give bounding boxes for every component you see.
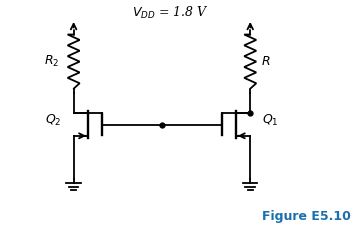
Text: $Q_1$: $Q_1$ (262, 113, 278, 128)
Text: $R$: $R$ (261, 55, 270, 68)
Text: Figure E5.10: Figure E5.10 (262, 210, 351, 223)
Text: $R_2$: $R_2$ (44, 54, 59, 69)
Text: $Q_2$: $Q_2$ (46, 113, 62, 128)
Text: $V_{DD}$ = 1.8 V: $V_{DD}$ = 1.8 V (132, 5, 208, 21)
